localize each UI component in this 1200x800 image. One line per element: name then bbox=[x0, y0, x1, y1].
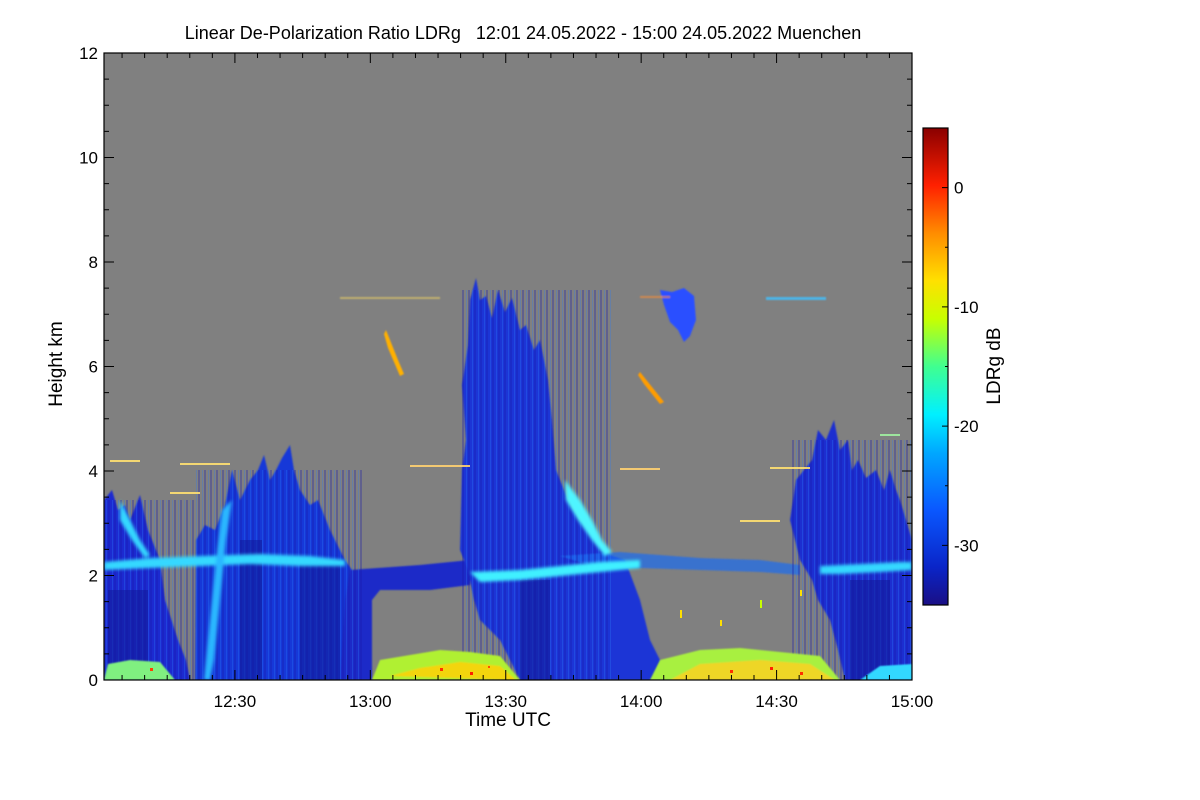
colorbar-tick-label: -10 bbox=[954, 298, 979, 317]
x-tick-label: 13:30 bbox=[484, 692, 527, 711]
x-tick-label: 12:30 bbox=[214, 692, 257, 711]
x-axis-label: Time UTC bbox=[465, 710, 551, 731]
y-tick-label: 10 bbox=[79, 149, 98, 168]
y-axis-label: Height km bbox=[46, 321, 67, 407]
x-tick-label: 14:30 bbox=[755, 692, 798, 711]
colorbar: 0 -10 -20 -30 LDRg dB bbox=[922, 127, 1005, 606]
colorbar-tick-label: -30 bbox=[954, 536, 979, 555]
colorbar-label: LDRg dB bbox=[984, 327, 1005, 404]
x-tick-label: 15:00 bbox=[891, 692, 934, 711]
y-tick-label: 4 bbox=[89, 462, 98, 481]
x-tick-label: 13:00 bbox=[349, 692, 392, 711]
y-tick-label: 8 bbox=[89, 253, 98, 272]
x-axis: 12:30 13:00 13:30 14:00 14:30 15:00 bbox=[121, 53, 934, 711]
y-tick-label: 6 bbox=[89, 358, 98, 377]
y-tick-label: 12 bbox=[79, 44, 98, 63]
ldr-field bbox=[104, 278, 912, 680]
colorbar-gradient bbox=[922, 127, 949, 606]
chart-title: Linear De-Polarization Ratio LDRg 12:01 … bbox=[185, 23, 861, 43]
y-tick-label: 2 bbox=[89, 567, 98, 586]
colorbar-tick-label: 0 bbox=[954, 179, 963, 198]
y-axis: 0 2 4 6 8 10 12 bbox=[79, 44, 912, 690]
colorbar-tick-label: -20 bbox=[954, 417, 979, 436]
colorbar-ticks: 0 -10 -20 -30 bbox=[942, 127, 979, 606]
ground-speckles bbox=[150, 590, 803, 675]
x-tick-label: 14:00 bbox=[620, 692, 663, 711]
y-tick-label: 0 bbox=[89, 671, 98, 690]
plot-area: 12:30 13:00 13:30 14:00 14:30 15:00 0 2 4 6 8 10 12 bbox=[79, 44, 933, 711]
